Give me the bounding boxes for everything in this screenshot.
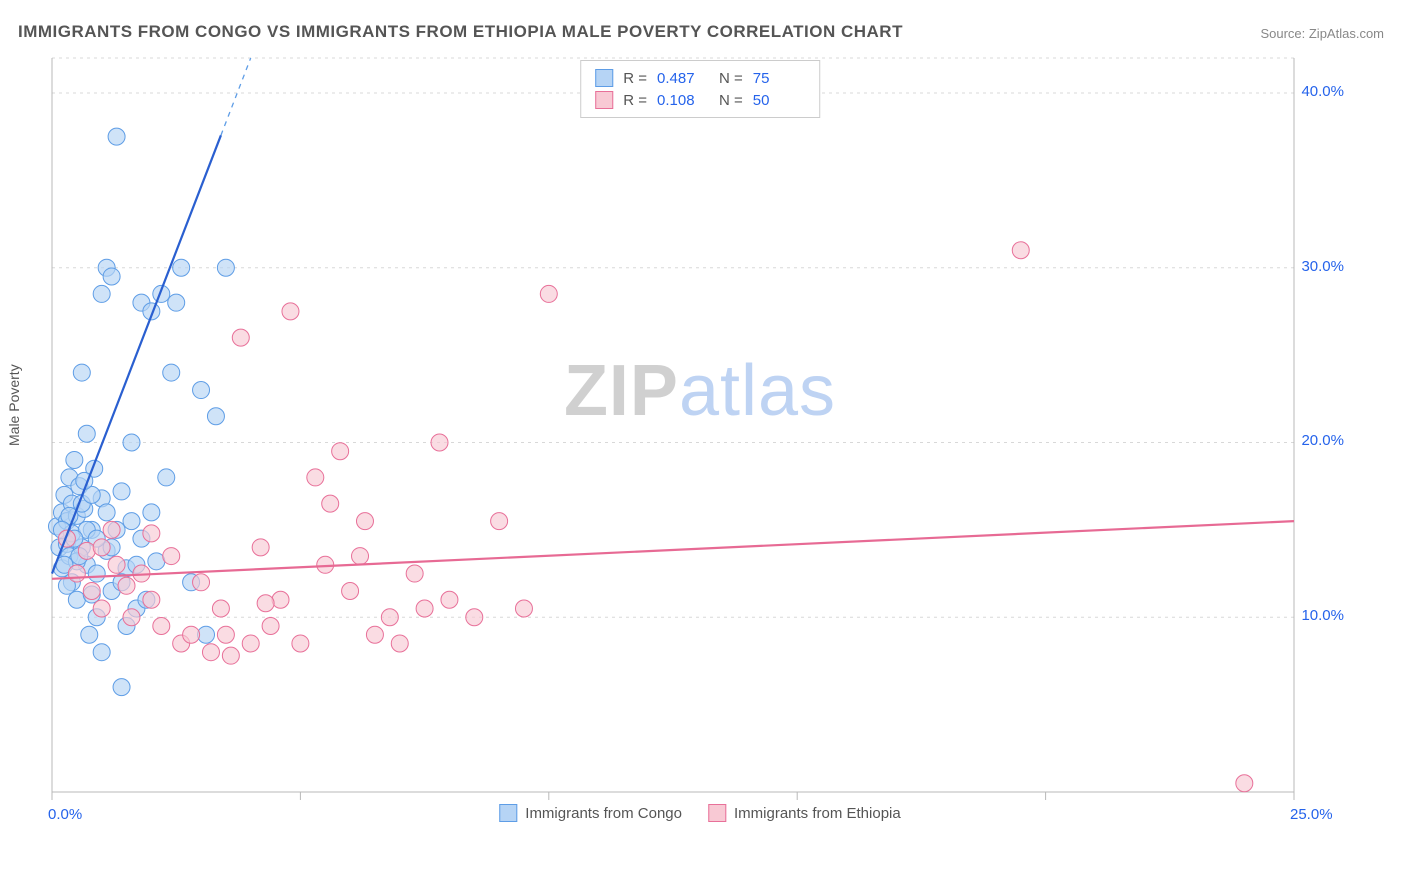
chart-title: IMMIGRANTS FROM CONGO VS IMMIGRANTS FROM… xyxy=(18,22,903,42)
legend-swatch xyxy=(595,69,613,87)
y-tick-label: 20.0% xyxy=(1301,432,1344,449)
x-tick-label: 0.0% xyxy=(48,806,82,823)
r-value: 0.108 xyxy=(657,92,709,109)
legend-stats-row: R = 0.487 N = 75 xyxy=(595,67,805,89)
n-value: 75 xyxy=(753,70,805,87)
y-tick-label: 10.0% xyxy=(1301,607,1344,624)
y-axis-label: Male Poverty xyxy=(6,364,22,446)
x-tick-label: 25.0% xyxy=(1290,806,1333,823)
chart-container: ZIPatlas R =0.487N =75R =0.108N =50 Immi… xyxy=(46,52,1354,822)
legend-series-item: Immigrants from Congo xyxy=(499,804,682,822)
legend-series-label: Immigrants from Congo xyxy=(525,805,682,822)
y-tick-label: 30.0% xyxy=(1301,258,1344,275)
r-value: 0.487 xyxy=(657,70,709,87)
legend-stats: R = 0.487 N = 75 R = 0.108 N = 50 xyxy=(580,60,820,118)
legend-swatch xyxy=(499,804,517,822)
legend-series-item: Immigrants from Ethiopia xyxy=(708,804,901,822)
legend-stats-row: R = 0.108 N = 50 xyxy=(595,89,805,111)
scatter-chart xyxy=(46,52,1354,822)
n-label: N = xyxy=(719,70,743,87)
y-tick-label: 40.0% xyxy=(1301,83,1344,100)
n-label: N = xyxy=(719,92,743,109)
legend-swatch xyxy=(595,91,613,109)
legend-series-label: Immigrants from Ethiopia xyxy=(734,805,901,822)
legend-swatch xyxy=(708,804,726,822)
legend-series: Immigrants from Congo Immigrants from Eth… xyxy=(499,804,900,822)
r-label: R = xyxy=(623,92,647,109)
n-value: 50 xyxy=(753,92,805,109)
r-label: R = xyxy=(623,70,647,87)
source-label: Source: ZipAtlas.com xyxy=(1260,26,1384,41)
